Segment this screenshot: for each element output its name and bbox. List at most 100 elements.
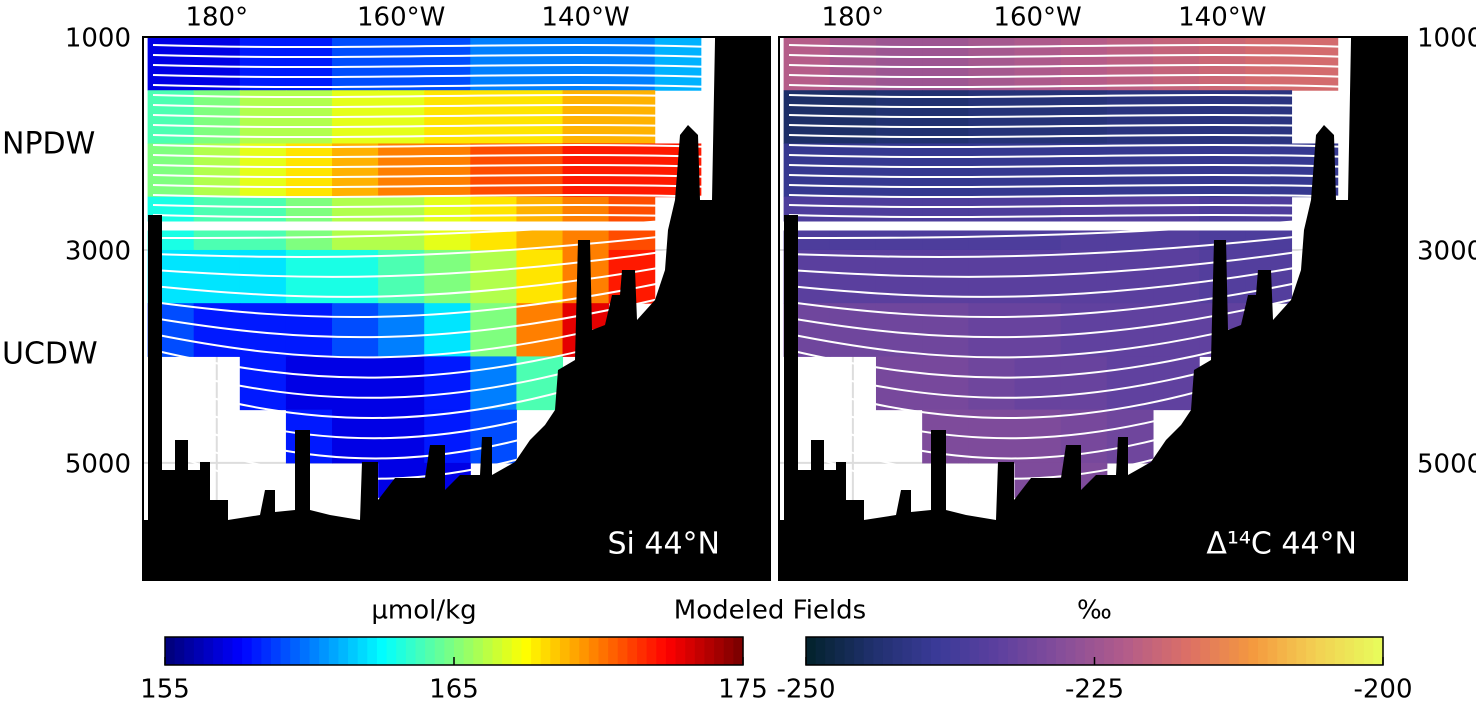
- colorbar-swatch: [454, 637, 465, 665]
- cell: [1060, 356, 1108, 411]
- streamline: [788, 94, 1350, 98]
- figure-title: Modeled Fields: [674, 596, 866, 626]
- colorbar-swatch: [608, 637, 619, 665]
- colorbar-swatch: [806, 637, 817, 665]
- colorbar-swatch: [959, 637, 971, 665]
- colorbar-swatch: [1017, 637, 1028, 665]
- colorbar-swatch: [694, 637, 706, 665]
- cell: [922, 303, 969, 357]
- streamline: [788, 44, 1350, 48]
- colorbar-swatch: [685, 637, 696, 665]
- colorbar-swatch: [675, 637, 686, 665]
- streamline: [152, 194, 714, 198]
- colorbar-swatch: [1219, 637, 1230, 665]
- colorbar-swatch: [1056, 637, 1067, 665]
- colorbar-swatch: [1315, 637, 1326, 665]
- colorbar-swatch: [931, 637, 942, 665]
- colorbar-swatch: [1200, 637, 1211, 665]
- colorbar-swatch: [1190, 637, 1201, 665]
- streamline: [152, 217, 704, 239]
- colorbar-swatch: [222, 637, 234, 665]
- colorbar-swatch: [319, 637, 330, 665]
- cell: [1106, 409, 1154, 464]
- streamline: [788, 259, 1340, 298]
- colorbar-swatch: [376, 637, 388, 665]
- colorbar-swatch: [251, 637, 262, 665]
- colorbar-tick-label: 175: [718, 675, 768, 705]
- colorbar-swatch: [521, 637, 532, 665]
- colorbar-swatch: [213, 637, 224, 665]
- bathymetry: [143, 37, 770, 580]
- colorbar-swatch: [969, 637, 980, 665]
- y-tick-label: 1000: [65, 24, 131, 54]
- colorbar-swatch: [280, 637, 291, 665]
- cell: [378, 143, 425, 198]
- x-tick-label: 160°W: [357, 3, 445, 33]
- colorbar-swatch: [1209, 637, 1221, 665]
- colorbar-swatch: [911, 637, 922, 665]
- cell: [193, 249, 241, 304]
- cell: [783, 143, 831, 198]
- streamline: [788, 134, 1350, 138]
- colorbar-swatch: [637, 637, 648, 665]
- colorbar-swatch: [1065, 637, 1076, 665]
- cell: [829, 37, 877, 91]
- colorbar-swatch: [873, 637, 884, 665]
- x-tick-label: 180°: [822, 3, 885, 33]
- streamline: [788, 231, 1340, 258]
- colorbar-swatch: [1373, 637, 1384, 665]
- cell: [239, 143, 287, 198]
- cell: [332, 143, 379, 198]
- cell: [424, 356, 471, 411]
- streamline: [152, 64, 714, 68]
- colorbar-swatch: [1007, 637, 1019, 665]
- colorbar-swatch: [588, 637, 600, 665]
- panel: 180° 160°W 140°W 1000 3000 5000 NPDW UCDW Si 44°…: [2, 3, 771, 705]
- x-tick-label: 140°W: [1178, 3, 1266, 33]
- cell: [147, 143, 195, 198]
- colorbar-swatch: [1248, 637, 1259, 665]
- streamline: [788, 184, 1350, 188]
- cell: [332, 37, 379, 91]
- colorbar-swatch: [815, 637, 826, 665]
- colorbar-swatch: [844, 637, 855, 665]
- field: [143, 37, 770, 580]
- colorbar-swatch: [1075, 637, 1086, 665]
- cell: [424, 249, 471, 304]
- cell: [968, 303, 1015, 357]
- colorbar-tick-label: -225: [1065, 675, 1124, 705]
- streamline: [152, 124, 714, 128]
- colorbar-swatch: [569, 637, 580, 665]
- cell: [829, 249, 877, 304]
- panel: 180° 160°W 140°W 1000 3000 5000 Δ¹⁴C 44°N -250 -…: [776, 3, 1476, 705]
- colorbar-tick-label: -200: [1353, 675, 1412, 705]
- y-tick-label: 5000: [65, 449, 131, 479]
- streamline: [788, 124, 1350, 128]
- colorbar-swatch: [1123, 637, 1134, 665]
- streamline: [788, 245, 1340, 278]
- cell: [516, 249, 564, 304]
- colorbar-swatch: [646, 637, 657, 665]
- colorbar-swatch: [1161, 637, 1173, 665]
- cell: [968, 356, 1015, 411]
- streamline: [152, 214, 714, 218]
- streamline: [152, 114, 714, 118]
- streamline: [152, 287, 704, 339]
- y-tick-label: 3000: [65, 236, 131, 266]
- colorbar-swatch: [656, 637, 667, 665]
- y-tick-label: 5000: [1417, 449, 1476, 479]
- colorbar-swatch: [1181, 637, 1192, 665]
- streamline: [788, 74, 1350, 78]
- cell: [239, 356, 287, 411]
- colorbar-swatch: [415, 637, 426, 665]
- colorbar-swatch: [1286, 637, 1298, 665]
- cell: [875, 37, 923, 91]
- streamline: [152, 94, 714, 98]
- cell: [193, 143, 241, 198]
- colorbar-swatch: [559, 637, 571, 665]
- colorbar-swatch: [1142, 637, 1153, 665]
- x-tick-label: 160°W: [993, 3, 1081, 33]
- streamline: [152, 204, 714, 208]
